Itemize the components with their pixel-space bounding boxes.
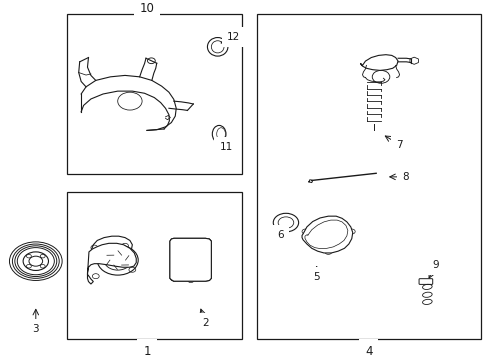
- Text: 4: 4: [365, 345, 372, 358]
- Text: 6: 6: [277, 230, 284, 240]
- Bar: [66, 14, 242, 174]
- Circle shape: [23, 252, 48, 270]
- Text: 2: 2: [202, 318, 208, 328]
- Text: 12: 12: [227, 32, 240, 42]
- Ellipse shape: [216, 128, 225, 140]
- Text: 5: 5: [313, 272, 319, 282]
- Polygon shape: [169, 238, 211, 281]
- Circle shape: [111, 255, 124, 265]
- Text: 9: 9: [431, 260, 438, 270]
- Polygon shape: [87, 243, 136, 284]
- Text: 3: 3: [32, 324, 39, 334]
- Bar: [256, 14, 480, 339]
- FancyBboxPatch shape: [418, 279, 432, 284]
- Bar: [66, 192, 242, 339]
- Text: 10: 10: [139, 3, 154, 15]
- Ellipse shape: [175, 247, 203, 274]
- Text: 8: 8: [401, 172, 408, 182]
- Circle shape: [371, 71, 389, 83]
- Text: 1: 1: [143, 345, 150, 358]
- Polygon shape: [302, 216, 352, 253]
- Circle shape: [29, 256, 42, 266]
- Polygon shape: [360, 55, 397, 71]
- Text: 7: 7: [395, 140, 402, 150]
- Text: 11: 11: [219, 142, 232, 152]
